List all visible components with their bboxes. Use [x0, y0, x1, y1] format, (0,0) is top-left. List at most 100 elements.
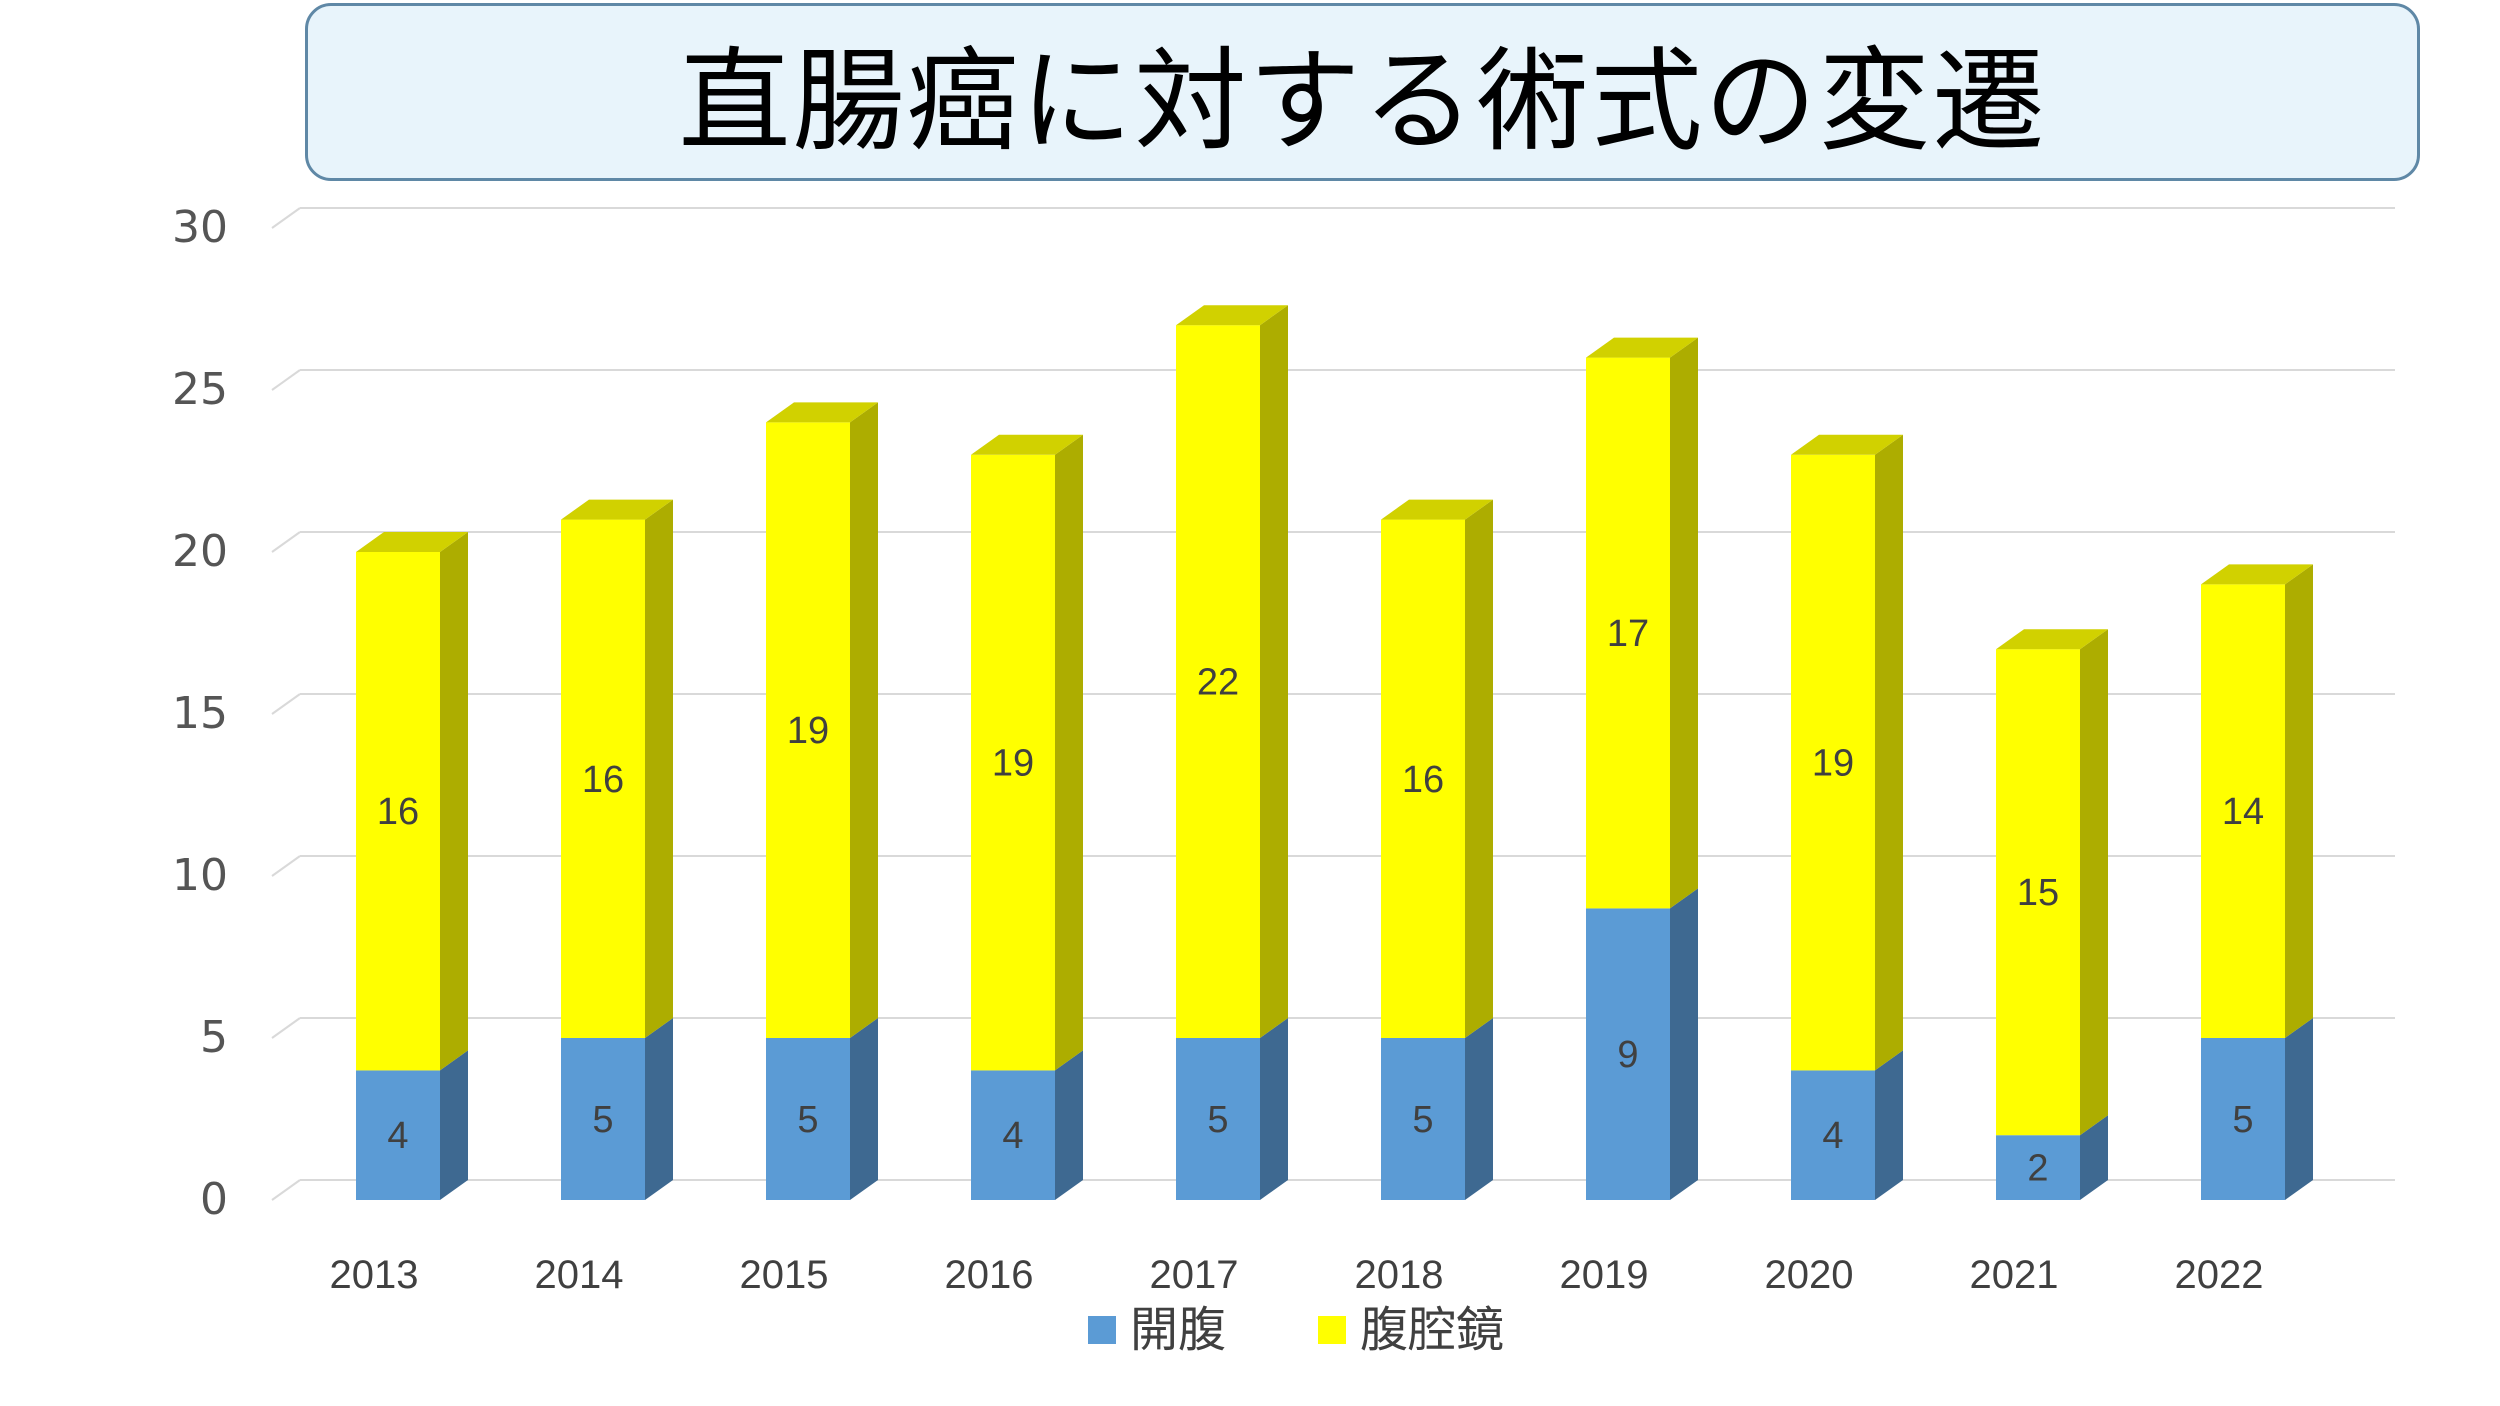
- bar-segment: [2201, 584, 2285, 1038]
- gridline-diagonal: [271, 531, 301, 553]
- bar-top: [356, 532, 468, 552]
- bar-side: [1055, 1050, 1083, 1200]
- bar-segment: [356, 1070, 440, 1200]
- legend-label: 開腹: [1130, 1302, 1226, 1358]
- data-label: 19: [787, 710, 829, 752]
- data-label: 9: [1617, 1034, 1638, 1076]
- y-tick-label: 25: [172, 364, 228, 415]
- bar-segment: [1381, 1038, 1465, 1200]
- bar-segment: [1791, 454, 1875, 1071]
- bar-top: [971, 434, 1083, 455]
- legend-label: 腹腔鏡: [1360, 1302, 1504, 1358]
- bar-segment: [561, 519, 645, 1038]
- bar-top: [1791, 434, 1903, 455]
- gridline-diagonal: [271, 207, 301, 229]
- bar-side: [1875, 1050, 1903, 1200]
- data-label: 5: [1412, 1099, 1433, 1141]
- bar-segment: [1791, 1070, 1875, 1200]
- y-tick-label: 30: [172, 202, 228, 253]
- bar-top: [2201, 564, 2313, 585]
- x-tick-label: 2019: [1560, 1253, 1649, 1297]
- data-label: 5: [592, 1099, 613, 1141]
- bar-side: [2285, 564, 2313, 1038]
- bar-side: [1465, 499, 1493, 1039]
- bar-side: [440, 1050, 468, 1200]
- y-tick-label: 0: [200, 1174, 228, 1225]
- bar-side: [1260, 305, 1288, 1038]
- x-tick-label: 2018: [1355, 1253, 1444, 1297]
- data-label: 22: [1197, 662, 1239, 704]
- bar-segment: [561, 1038, 645, 1200]
- data-label: 16: [582, 759, 624, 801]
- data-label: 19: [992, 743, 1034, 785]
- bar-segment: [766, 422, 850, 1038]
- data-label: 4: [1822, 1115, 1843, 1157]
- x-tick-label: 2021: [1970, 1253, 2059, 1297]
- bar-side: [1465, 1018, 1493, 1200]
- bar-top: [766, 402, 878, 423]
- y-tick-label: 20: [172, 526, 228, 577]
- data-label: 14: [2222, 791, 2264, 833]
- x-tick-label: 2013: [330, 1253, 419, 1297]
- bar-segment: [1996, 1135, 2080, 1200]
- bar-segment: [1996, 649, 2080, 1136]
- gridline-diagonal: [271, 369, 301, 391]
- bar-side: [1670, 337, 1698, 909]
- bar-side: [1260, 1018, 1288, 1200]
- bar-side: [1670, 888, 1698, 1200]
- bar-segment: [766, 1038, 850, 1200]
- bar-top: [561, 499, 673, 520]
- data-label: 16: [1402, 759, 1444, 801]
- y-tick-label: 5: [200, 1012, 228, 1063]
- bar-top: [1176, 305, 1288, 326]
- gridline-diagonal: [271, 693, 301, 715]
- bar-top: [1381, 499, 1493, 520]
- data-label: 5: [1207, 1099, 1228, 1141]
- bar-side: [850, 1018, 878, 1200]
- y-tick-label: 15: [172, 688, 228, 739]
- legend-swatch: [1318, 1316, 1346, 1344]
- x-tick-label: 2014: [535, 1253, 624, 1297]
- data-label: 4: [1002, 1115, 1023, 1157]
- bar-side: [2285, 1018, 2313, 1200]
- bar-top: [1996, 629, 2108, 650]
- gridline-diagonal: [271, 1179, 301, 1201]
- data-label: 19: [1812, 743, 1854, 785]
- bar-segment: [971, 1070, 1055, 1200]
- bar-segment: [1176, 1038, 1260, 1200]
- bar-segment: [1176, 325, 1260, 1038]
- bar-side: [1875, 434, 1903, 1071]
- bar-side: [645, 1018, 673, 1200]
- bar-segment: [971, 454, 1055, 1071]
- chart-title-box: 直腸癌に対する術式の変遷: [305, 3, 2420, 181]
- bar-side: [1055, 434, 1083, 1071]
- bar-segment: [356, 552, 440, 1071]
- bar-segment: [2201, 1038, 2285, 1200]
- bar-segment: [1586, 908, 1670, 1200]
- gridline-diagonal: [271, 855, 301, 877]
- chart-title: 直腸癌に対する術式の変遷: [678, 37, 2047, 167]
- x-tick-label: 2017: [1150, 1253, 1239, 1297]
- bar-top: [1586, 337, 1698, 358]
- data-label: 5: [2232, 1099, 2253, 1141]
- bar-side: [645, 499, 673, 1039]
- data-label: 17: [1607, 613, 1649, 655]
- data-label: 2: [2027, 1148, 2048, 1190]
- bar-segment: [1586, 357, 1670, 909]
- gridline-diagonal: [271, 1017, 301, 1039]
- bar-side: [440, 532, 468, 1071]
- data-label: 5: [797, 1099, 818, 1141]
- x-tick-label: 2022: [2175, 1253, 2264, 1297]
- data-label: 15: [2017, 872, 2059, 914]
- y-tick-label: 10: [172, 850, 228, 901]
- bar-side: [2080, 629, 2108, 1136]
- data-label: 16: [377, 791, 419, 833]
- bar-segment: [1381, 519, 1465, 1038]
- bar-side: [850, 402, 878, 1038]
- x-tick-label: 2016: [945, 1253, 1034, 1297]
- x-tick-label: 2020: [1765, 1253, 1854, 1297]
- data-label: 4: [387, 1115, 408, 1157]
- x-tick-label: 2015: [740, 1253, 829, 1297]
